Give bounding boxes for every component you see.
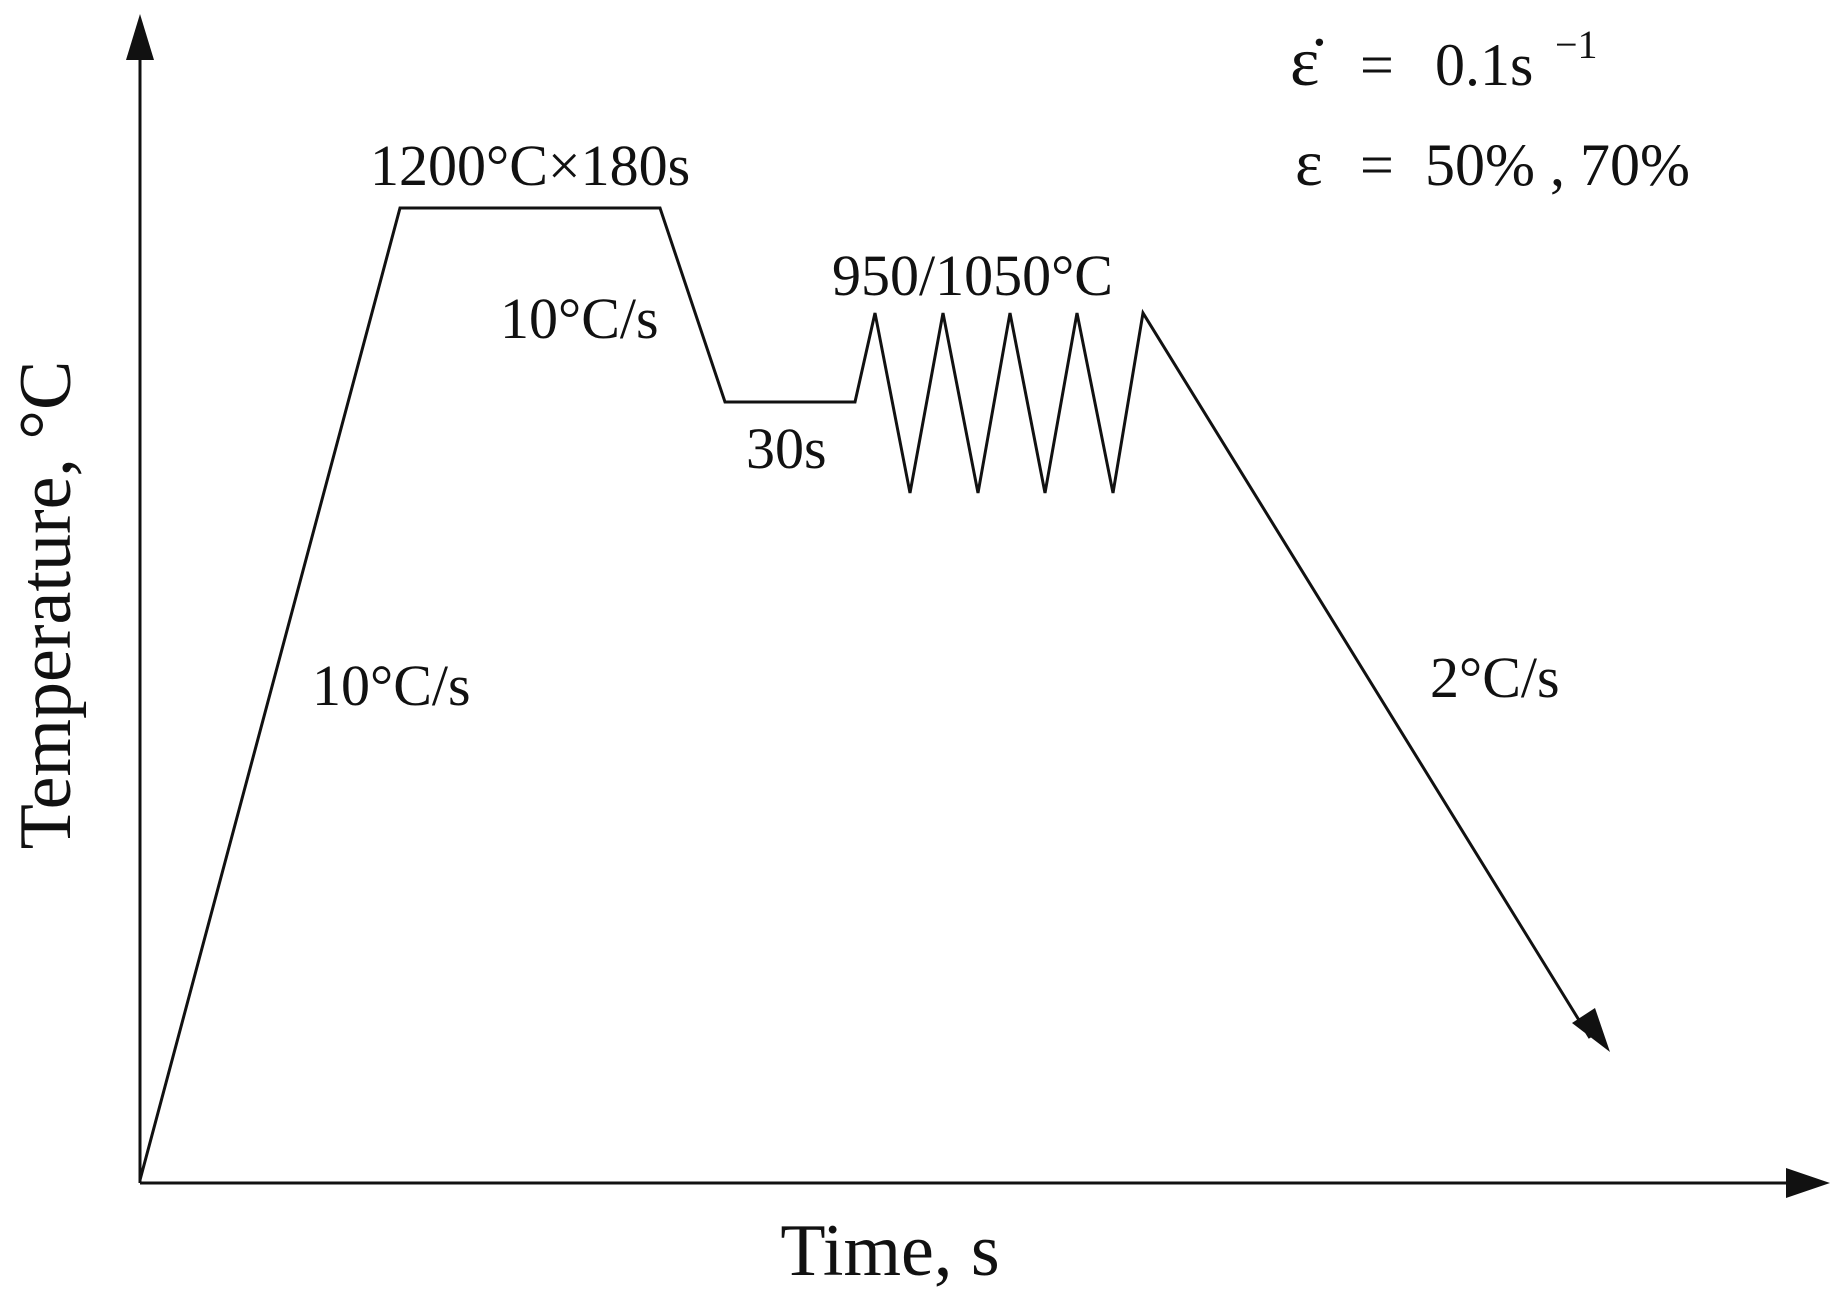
strain-rate-equals: = (1360, 32, 1394, 98)
x-axis-title: Time, s (780, 1210, 999, 1292)
strain-rate-exponent: −1 (1555, 22, 1598, 67)
y-axis-arrowhead (126, 14, 154, 60)
x-axis-arrowhead (1786, 1168, 1830, 1198)
heating-rate-label: 10°C/s (312, 653, 471, 718)
strain-equals: = (1360, 132, 1394, 198)
cooling-rate-1-label: 10°C/s (500, 286, 659, 351)
strain-value: 50% , 70% (1425, 132, 1690, 198)
y-axis-title: Temperature, °C (5, 361, 87, 850)
axes (126, 14, 1830, 1198)
strain-rate-value: 0.1s (1435, 32, 1533, 98)
soak-label: 1200°C×180s (370, 133, 690, 198)
deformation-conditions: ε̇ = 0.1s −1 ε = 50% , 70% (1290, 22, 1690, 200)
deformation-temperature-label: 950/1050°C (832, 243, 1113, 308)
profile-annotations: 1200°C×180s 10°C/s 950/1050°C 30s 10°C/s… (312, 133, 1560, 718)
cooling-arrowhead (1572, 1008, 1610, 1052)
strain-rate-symbol: ε̇ (1290, 24, 1323, 101)
strain-symbol: ε (1295, 127, 1323, 200)
profile-line (138, 206, 1592, 1181)
cooling-rate-2-label: 2°C/s (1430, 645, 1560, 710)
temperature-profile (138, 206, 1610, 1181)
hold-time-label: 30s (746, 416, 827, 481)
